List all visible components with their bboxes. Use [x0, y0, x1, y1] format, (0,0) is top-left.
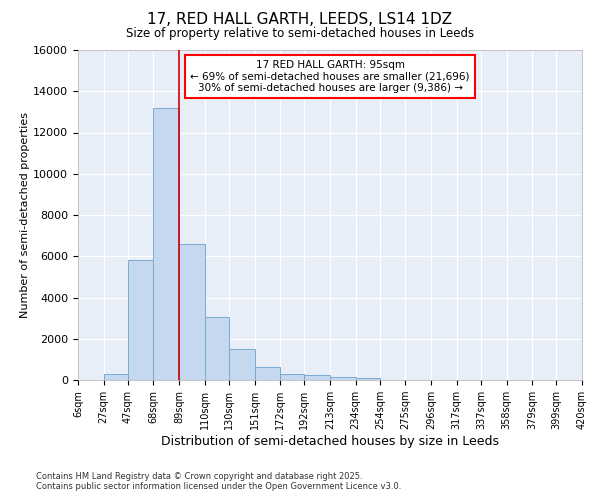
Bar: [128, 260, 154, 380]
Bar: [205, 317, 229, 380]
Text: 17 RED HALL GARTH: 95sqm
← 69% of semi-detached houses are smaller (21,696)
30% : 17 RED HALL GARTH: 95sqm ← 69% of semi-d…: [190, 60, 470, 93]
Bar: [179, 244, 205, 380]
Bar: [154, 108, 179, 380]
Y-axis label: Number of semi-detached properties: Number of semi-detached properties: [20, 112, 31, 318]
Text: Contains HM Land Registry data © Crown copyright and database right 2025.
Contai: Contains HM Land Registry data © Crown c…: [36, 472, 401, 491]
Text: Size of property relative to semi-detached houses in Leeds: Size of property relative to semi-detach…: [126, 28, 474, 40]
Bar: [229, 348, 254, 380]
Bar: [104, 374, 128, 380]
Bar: [356, 378, 380, 380]
Bar: [254, 367, 280, 380]
Bar: [280, 374, 304, 380]
X-axis label: Distribution of semi-detached houses by size in Leeds: Distribution of semi-detached houses by …: [161, 435, 499, 448]
Bar: [330, 377, 356, 380]
Bar: [304, 374, 330, 380]
Text: 17, RED HALL GARTH, LEEDS, LS14 1DZ: 17, RED HALL GARTH, LEEDS, LS14 1DZ: [148, 12, 452, 28]
